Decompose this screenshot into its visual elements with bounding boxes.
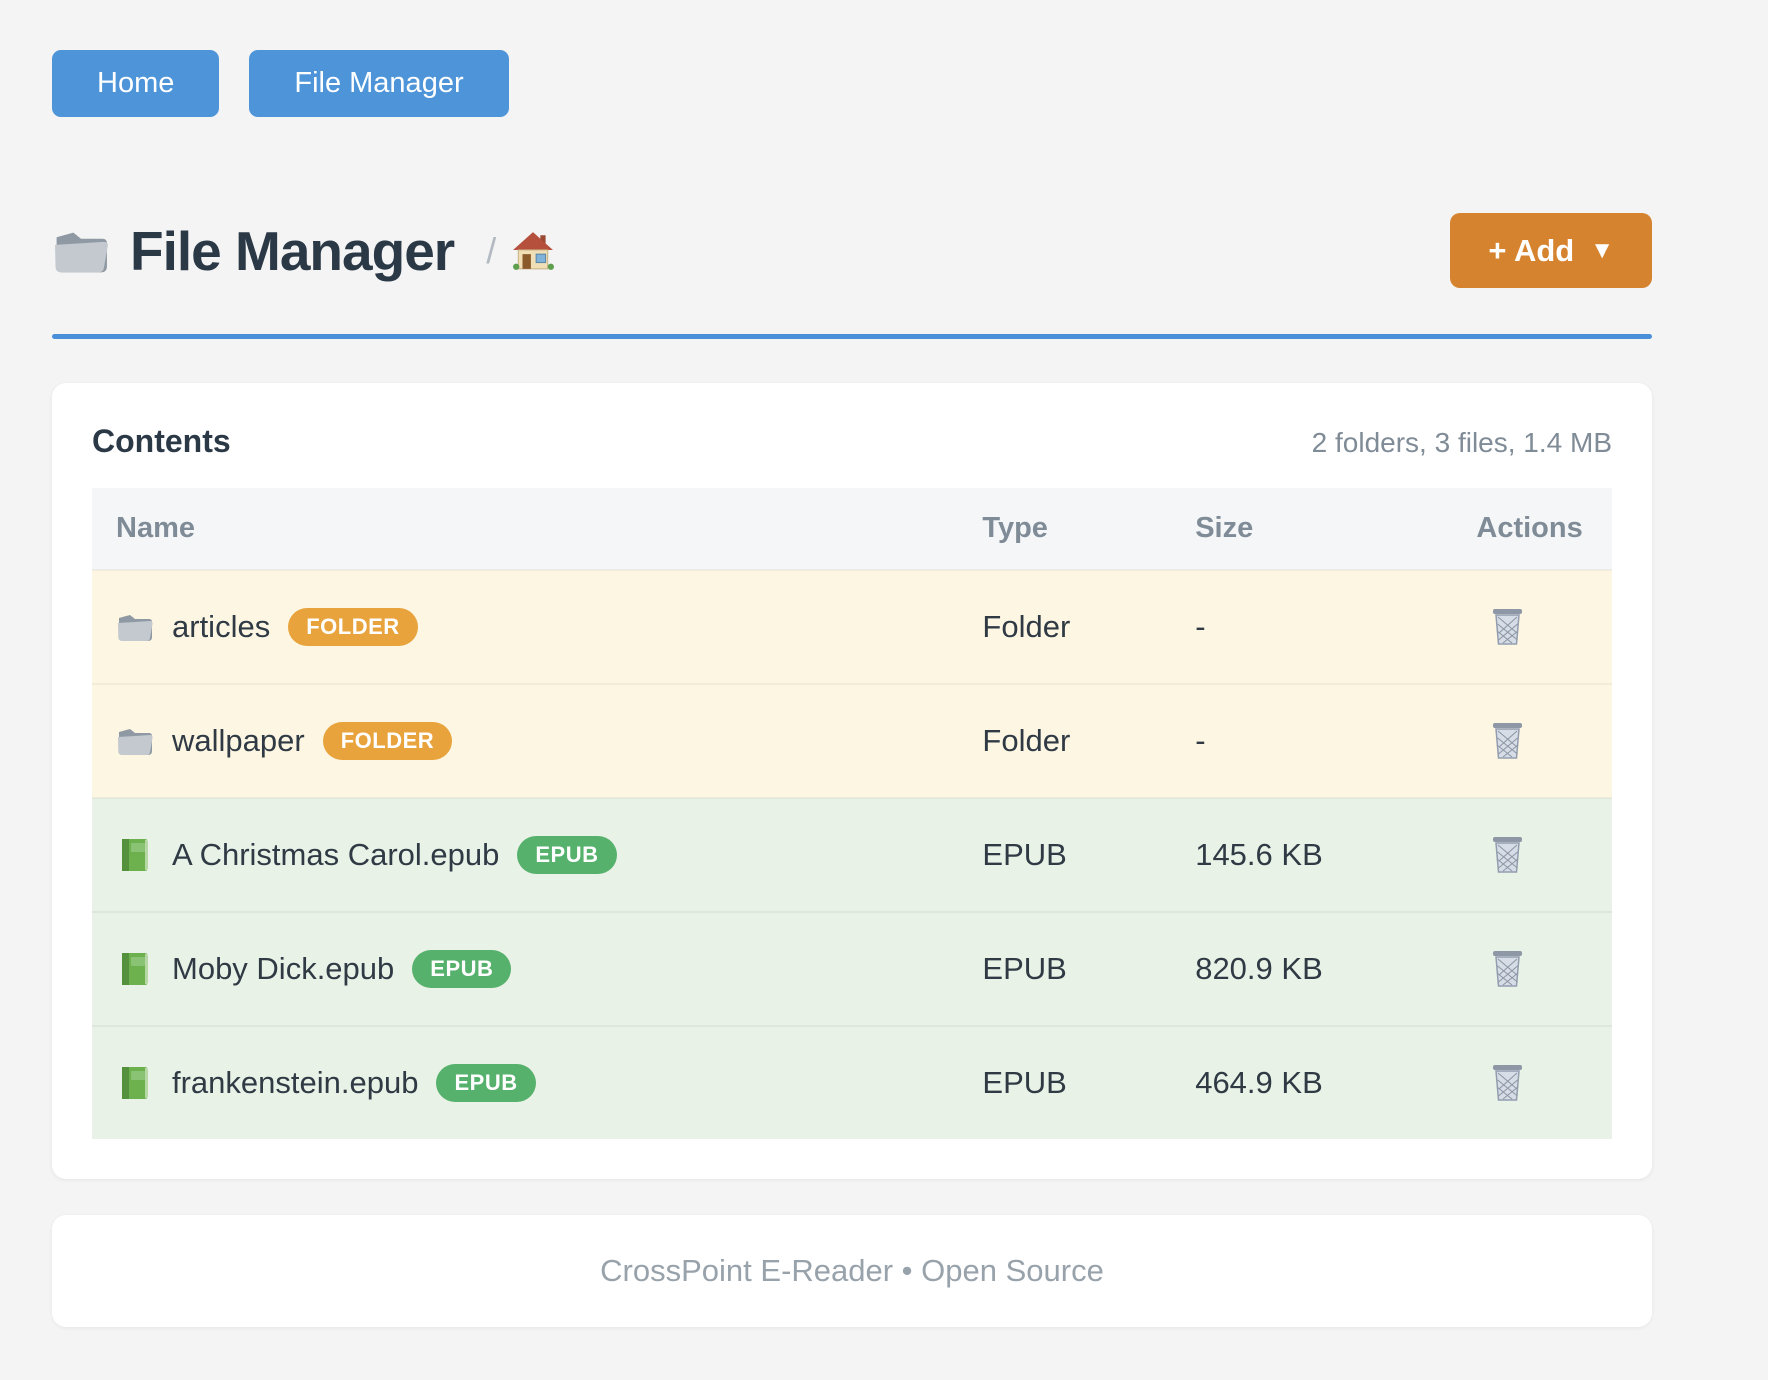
row-size: 464.9 KB [1195, 1065, 1323, 1100]
row-type: Folder [982, 609, 1071, 644]
breadcrumb-separator: / [486, 229, 497, 271]
contents-card: Contents 2 folders, 3 files, 1.4 MB Name… [52, 383, 1652, 1179]
contents-table-head: Name Type Size Actions [92, 488, 1612, 570]
book-icon [122, 839, 148, 871]
column-header-actions: Actions [1452, 488, 1612, 570]
row-badge: EPUB [412, 950, 512, 988]
row-badge: EPUB [436, 1064, 536, 1102]
trash-icon [1492, 950, 1524, 987]
table-row[interactable]: articles FOLDER Folder - [92, 570, 1612, 684]
row-type: EPUB [982, 1065, 1067, 1100]
house-icon[interactable] [512, 231, 555, 271]
file-manager-button[interactable]: File Manager [249, 50, 509, 117]
add-button-label: + Add [1488, 232, 1575, 268]
row-badge: FOLDER [288, 608, 418, 646]
book-icon [122, 1067, 148, 1099]
row-type: EPUB [982, 837, 1067, 872]
column-header-name: Name [92, 488, 959, 570]
contents-heading: Contents [92, 423, 231, 459]
delete-button[interactable] [1490, 835, 1525, 875]
contents-table: Name Type Size Actions articles FOLDER F… [92, 488, 1612, 1139]
row-type: Folder [982, 723, 1071, 758]
column-header-type: Type [958, 488, 1172, 570]
page-title: File Manager [130, 219, 455, 282]
folder-icon [118, 615, 153, 641]
page-container: Home File Manager File Manager / + Add ▼… [52, 0, 1652, 1327]
row-type: EPUB [982, 951, 1067, 986]
trash-icon [1492, 608, 1524, 645]
row-size: 145.6 KB [1195, 837, 1323, 872]
table-row[interactable]: wallpaper FOLDER Folder - [92, 684, 1612, 798]
row-badge: FOLDER [322, 722, 453, 760]
contents-summary: 2 folders, 3 files, 1.4 MB [1311, 427, 1612, 458]
table-row[interactable]: A Christmas Carol.epub EPUB EPUB 145.6 K… [92, 798, 1612, 912]
table-row[interactable]: frankenstein.epub EPUB EPUB 464.9 KB [92, 1026, 1612, 1139]
table-row[interactable]: Moby Dick.epub EPUB EPUB 820.9 KB [92, 912, 1612, 1026]
chevron-down-icon: ▼ [1590, 236, 1614, 264]
row-size: - [1195, 609, 1206, 644]
delete-button[interactable] [1490, 1063, 1525, 1103]
folder-icon [118, 729, 153, 755]
footer-card: CrossPoint E-Reader • Open Source [52, 1215, 1652, 1327]
row-name-text[interactable]: Moby Dick.epub [172, 951, 395, 986]
row-name-text[interactable]: frankenstein.epub [172, 1065, 419, 1100]
top-nav: Home File Manager [52, 50, 1652, 117]
row-name-text[interactable]: articles [172, 609, 271, 644]
home-button[interactable]: Home [52, 50, 220, 117]
delete-button[interactable] [1490, 721, 1525, 761]
row-size: - [1195, 723, 1206, 758]
footer-text: CrossPoint E-Reader • Open Source [600, 1253, 1104, 1288]
title-divider [52, 334, 1652, 339]
trash-icon [1492, 836, 1524, 873]
book-icon [122, 953, 148, 985]
trash-icon [1492, 722, 1524, 759]
contents-card-header: Contents 2 folders, 3 files, 1.4 MB [92, 423, 1612, 460]
delete-button[interactable] [1490, 949, 1525, 989]
add-button[interactable]: + Add ▼ [1450, 213, 1652, 288]
row-name-text[interactable]: A Christmas Carol.epub [172, 837, 500, 872]
trash-icon [1492, 1064, 1524, 1101]
row-size: 820.9 KB [1195, 951, 1323, 986]
page-header: File Manager / + Add ▼ [52, 213, 1652, 288]
folder-icon [55, 232, 108, 272]
contents-table-body: articles FOLDER Folder - wallpaper FOLDE… [92, 570, 1612, 1139]
column-header-size: Size [1171, 488, 1453, 570]
row-badge: EPUB [517, 836, 617, 874]
row-name-text[interactable]: wallpaper [172, 723, 305, 758]
delete-button[interactable] [1490, 607, 1525, 647]
